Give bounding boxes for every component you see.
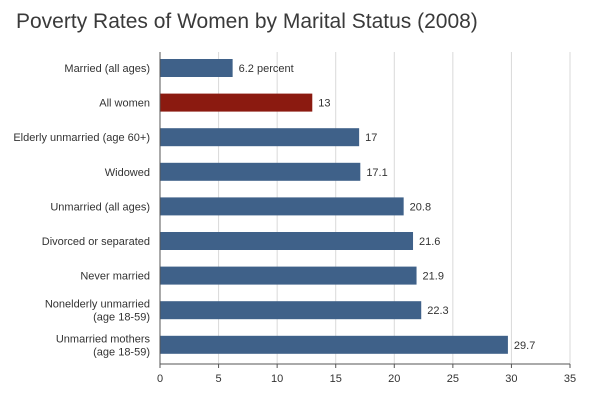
category-label: Elderly unmarried (age 60+) <box>13 132 150 144</box>
category-label-line: Unmarried mothers <box>56 333 151 345</box>
category-label-line: Divorced or separated <box>42 236 150 248</box>
bar <box>160 59 233 77</box>
data-label: 20.8 <box>410 201 431 213</box>
data-label: 6.2 percent <box>239 63 294 75</box>
bar <box>160 266 417 285</box>
data-label: 29.7 <box>514 340 535 352</box>
category-label: Unmarried (all ages) <box>50 201 150 213</box>
data-label: 21.6 <box>419 236 440 248</box>
x-tick-label: 25 <box>447 373 459 385</box>
bar <box>160 301 422 320</box>
category-label: Never married <box>80 271 150 283</box>
category-label-line: (age 18-59) <box>93 346 150 358</box>
category-label: Married (all ages) <box>64 63 150 75</box>
bar <box>160 128 360 147</box>
x-tick-label: 15 <box>330 373 342 385</box>
category-label-line: Elderly unmarried (age 60+) <box>13 132 150 144</box>
x-tick-label: 20 <box>388 373 400 385</box>
bar <box>160 197 404 216</box>
category-label-line: Nonelderly unmarried <box>45 299 150 311</box>
category-label: Unmarried mothers (age 18-59) <box>56 333 151 358</box>
data-label: 17.1 <box>366 167 387 179</box>
bar <box>160 162 361 181</box>
x-tick-label: 0 <box>157 373 163 385</box>
chart-title: Poverty Rates of Women by Marital Status… <box>16 10 478 33</box>
category-label-line: Unmarried (all ages) <box>50 201 150 213</box>
category-label: All women <box>99 98 150 110</box>
category-label-line: Married (all ages) <box>64 63 150 75</box>
category-label-line: (age 18-59) <box>93 312 150 324</box>
bar <box>160 232 414 250</box>
category-label: Widowed <box>105 167 150 179</box>
x-tick-label: 35 <box>564 373 576 385</box>
x-tick-label: 30 <box>505 373 517 385</box>
category-label-line: Never married <box>80 271 150 283</box>
bar <box>160 93 313 112</box>
data-label: 22.3 <box>427 305 448 317</box>
category-label: Nonelderly unmarried (age 18-59) <box>45 299 150 324</box>
x-tick-label: 5 <box>216 373 222 385</box>
category-label: Divorced or separated <box>42 236 150 248</box>
data-label: 17 <box>365 132 377 144</box>
bar <box>160 335 508 354</box>
category-label-line: Widowed <box>105 167 150 179</box>
x-tick-label: 10 <box>271 373 283 385</box>
category-label-line: All women <box>99 98 150 110</box>
data-label: 13 <box>318 98 330 110</box>
data-label: 21.9 <box>423 271 444 283</box>
